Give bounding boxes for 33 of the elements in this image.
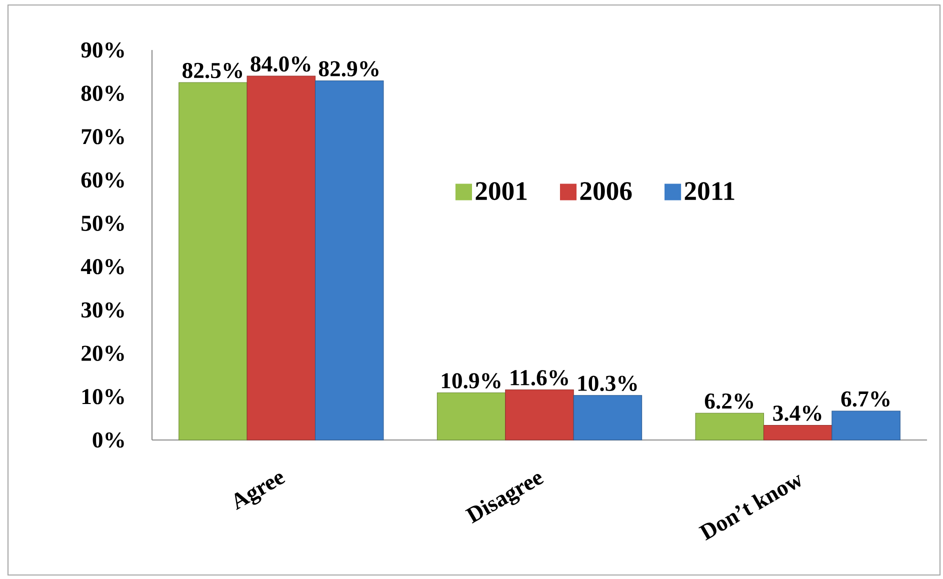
- x-tick-label: Don’t know: [698, 474, 801, 541]
- legend-label: 2011: [684, 182, 734, 200]
- y-tick-label: 30%: [81, 302, 124, 318]
- bar: [314, 80, 384, 440]
- bar: [695, 412, 764, 440]
- bar: [832, 410, 900, 440]
- y-tick-label: 50%: [82, 216, 124, 232]
- data-label: 6.7%: [841, 391, 890, 407]
- data-label: 11.6%: [510, 370, 568, 386]
- legend-label: 2001: [476, 182, 527, 200]
- y-tick-label: 20%: [82, 346, 124, 362]
- bar: [178, 82, 248, 440]
- legend-label: 2006: [580, 182, 632, 200]
- y-tick-label: 90%: [81, 42, 124, 58]
- bar: [763, 425, 832, 440]
- y-tick-label: 80%: [81, 86, 124, 102]
- data-label: 3.4%: [773, 406, 822, 421]
- data-label: 10.3%: [578, 376, 637, 392]
- x-tick-label: Agree: [234, 474, 286, 510]
- data-label: 82.9%: [318, 61, 378, 76]
- data-label: 82.5%: [182, 62, 242, 78]
- bar: [436, 392, 506, 440]
- bar: [573, 395, 642, 440]
- y-tick-label: 70%: [82, 128, 124, 144]
- y-tick-label: 40%: [80, 258, 124, 274]
- y-tick-label: 10%: [82, 388, 124, 404]
- bar: [246, 76, 316, 440]
- y-tick-label: 0%: [92, 432, 124, 448]
- y-tick-label: 60%: [81, 172, 124, 188]
- bar: [505, 389, 574, 440]
- data-label: 10.9%: [442, 373, 500, 388]
- data-label: 6.2%: [704, 393, 754, 409]
- data-label: 84.0%: [250, 56, 310, 72]
